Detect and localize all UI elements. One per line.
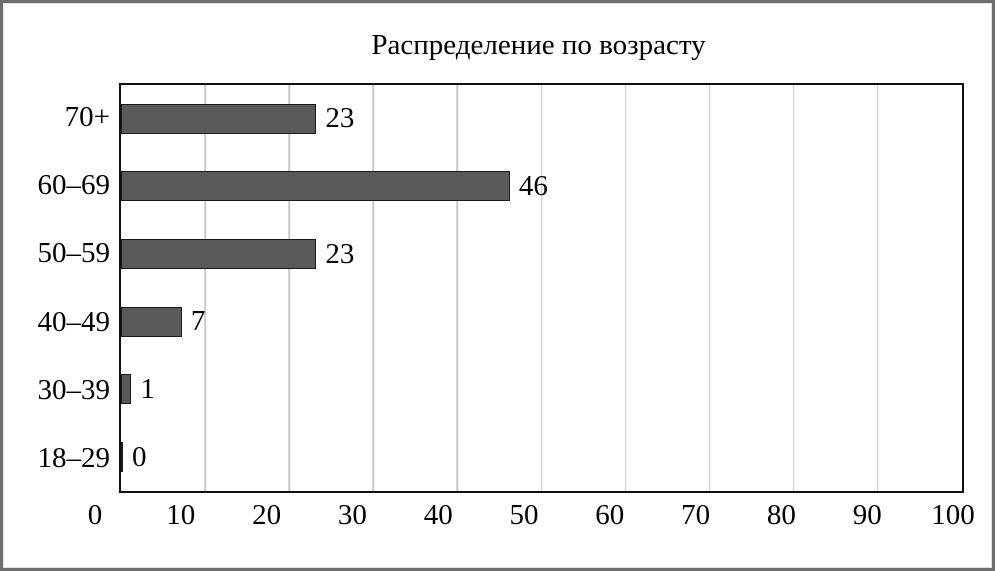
x-tick-label: 60 bbox=[595, 499, 625, 531]
x-tick-label: 50 bbox=[509, 499, 539, 531]
y-axis-category-labels: 70+ 60–69 50–59 40–49 30–39 18–29 bbox=[3, 83, 111, 493]
bar-row: 1 bbox=[121, 356, 962, 424]
x-tick-label: 10 bbox=[166, 499, 196, 531]
gridline bbox=[288, 85, 290, 491]
bar-60–69 bbox=[121, 171, 510, 202]
bar-row: 23 bbox=[121, 220, 962, 288]
gridline bbox=[372, 85, 375, 491]
bar-row: 0 bbox=[121, 423, 962, 491]
x-tick-label: 0 bbox=[87, 499, 103, 531]
bar-30–39 bbox=[121, 374, 132, 405]
gridline bbox=[456, 85, 459, 491]
value-label: 23 bbox=[325, 102, 355, 135]
x-tick-label: 70 bbox=[681, 499, 711, 531]
category-label: 18–29 bbox=[37, 442, 111, 475]
gridline bbox=[540, 85, 543, 491]
x-tick-label: 80 bbox=[766, 499, 796, 531]
bar-50–59 bbox=[121, 239, 317, 270]
gridline bbox=[877, 85, 879, 491]
x-axis-tick-labels: 0 10 20 30 40 50 60 70 80 90 100 bbox=[3, 499, 992, 536]
value-label: 0 bbox=[132, 440, 147, 473]
gridline bbox=[204, 85, 206, 491]
x-tick-label: 30 bbox=[337, 499, 367, 531]
category-label: 60–69 bbox=[37, 168, 111, 201]
category-label: 70+ bbox=[64, 100, 110, 133]
category-label: 50–59 bbox=[37, 237, 111, 270]
bar-18–29 bbox=[121, 442, 123, 473]
bar-70+ bbox=[121, 103, 317, 134]
x-tick-label: 20 bbox=[252, 499, 282, 531]
x-tick-label: 40 bbox=[423, 499, 453, 531]
bar-row: 46 bbox=[121, 153, 962, 221]
gridline bbox=[708, 85, 711, 491]
chart-title: Распределение по возрасту bbox=[371, 29, 706, 61]
plot-area: 23 46 23 7 1 0 bbox=[119, 83, 964, 493]
x-tick-label: 90 bbox=[852, 499, 882, 531]
bar-row: 23 bbox=[121, 85, 962, 153]
bar-row: 7 bbox=[121, 288, 962, 356]
bar-40–49 bbox=[121, 306, 182, 337]
gridline bbox=[624, 85, 627, 491]
category-label: 30–39 bbox=[37, 373, 111, 406]
value-label: 46 bbox=[518, 169, 548, 202]
x-tick-label: 100 bbox=[931, 499, 975, 531]
value-label: 23 bbox=[325, 237, 355, 270]
value-label: 1 bbox=[140, 372, 155, 405]
category-label: 40–49 bbox=[37, 305, 111, 338]
value-label: 7 bbox=[190, 305, 206, 338]
bar-rows: 23 46 23 7 1 0 bbox=[121, 85, 962, 491]
gridline bbox=[793, 85, 795, 491]
